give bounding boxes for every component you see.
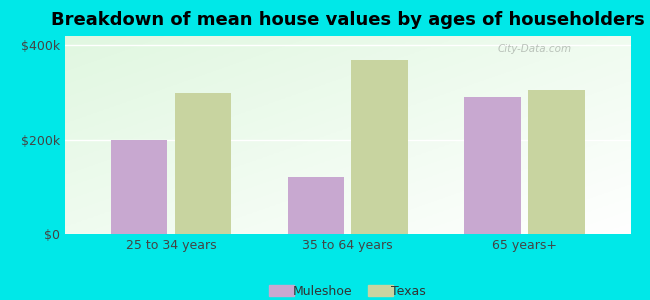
Bar	[351, 60, 408, 234]
Title: Breakdown of mean house values by ages of householders: Breakdown of mean house values by ages o…	[51, 11, 645, 29]
Bar	[175, 93, 231, 234]
Legend: Muleshoe, Texas: Muleshoe, Texas	[265, 280, 431, 300]
Bar	[464, 97, 521, 234]
Bar	[528, 90, 584, 234]
Bar	[111, 140, 168, 234]
Bar	[288, 177, 344, 234]
Text: City-Data.com: City-Data.com	[497, 44, 571, 54]
